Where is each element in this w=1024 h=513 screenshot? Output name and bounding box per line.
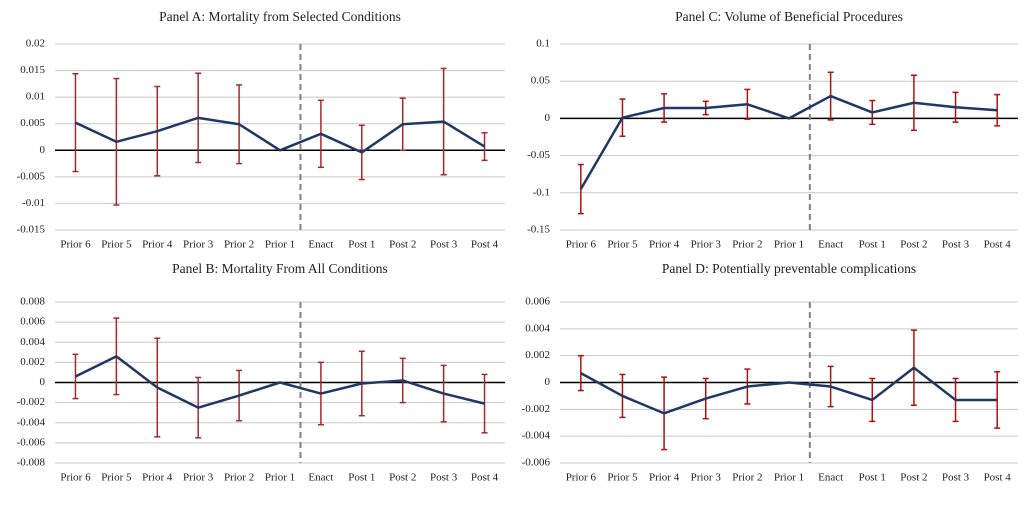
x-tick-label: Post 1	[859, 472, 886, 484]
x-tick-label: Prior 4	[142, 472, 173, 484]
x-tick-label: Prior 1	[774, 239, 804, 251]
error-bar	[72, 353, 79, 400]
y-tick-label: 0.02	[26, 38, 45, 50]
x-tick-label: Prior 5	[101, 239, 132, 251]
y-tick-label: -0.015	[17, 224, 46, 236]
chart-title: Panel A: Mortality from Selected Conditi…	[159, 9, 401, 24]
y-tick-label: 0.1	[536, 38, 550, 50]
y-tick-label: 0	[40, 144, 46, 156]
line	[74, 116, 486, 154]
y-tick-label: 0.002	[20, 356, 45, 368]
y-tick-label: -0.01	[22, 197, 45, 209]
x-tick-label: Prior 4	[142, 239, 173, 251]
x-tick-label: Post 2	[900, 239, 927, 251]
y-tick-label: 0.002	[525, 349, 550, 361]
x-tick-label: Prior 2	[224, 239, 254, 251]
x-tick-label: Post 3	[430, 472, 458, 484]
y-tick-label: 0.004	[525, 322, 550, 334]
x-tick-label: Post 1	[859, 239, 886, 251]
x-tick-label: Prior 4	[649, 472, 680, 484]
x-tick-label: Prior 3	[183, 472, 214, 484]
x-tick-label: Post 3	[942, 472, 970, 484]
x-tick-label: Enact	[818, 239, 843, 251]
y-tick-label: 0	[545, 376, 551, 388]
y-tick-label: -0.006	[522, 457, 551, 469]
y-tick-label: -0.15	[527, 224, 550, 236]
chart-title: Panel B: Mortality From All Conditions	[172, 261, 388, 276]
x-tick-label: Prior 3	[691, 472, 722, 484]
x-tick-label: Prior 4	[649, 239, 680, 251]
y-tick-label: 0.004	[20, 336, 45, 348]
chart-title: Panel D: Potentially preventable complic…	[662, 261, 916, 276]
y-tick-label: 0.05	[531, 75, 551, 87]
chart-title: Panel C: Volume of Beneficial Procedures	[675, 9, 903, 24]
x-tick-label: Post 4	[984, 472, 1012, 484]
x-tick-label: Prior 6	[60, 239, 91, 251]
x-tick-label: Post 2	[389, 472, 416, 484]
x-tick-label: Post 1	[348, 239, 375, 251]
x-tick-label: Post 2	[900, 472, 927, 484]
x-tick-label: Post 4	[984, 239, 1012, 251]
x-tick-label: Prior 2	[224, 472, 254, 484]
x-tick-label: Prior 2	[732, 472, 762, 484]
y-tick-label: -0.006	[17, 436, 46, 448]
x-tick-label: Prior 2	[732, 239, 762, 251]
y-tick-label: 0.006	[525, 296, 550, 308]
line	[579, 94, 998, 190]
x-tick-label: Prior 5	[607, 239, 638, 251]
line	[74, 355, 485, 409]
x-tick-label: Prior 3	[183, 239, 214, 251]
x-tick-label: Prior 1	[265, 239, 295, 251]
y-tick-label: -0.004	[522, 430, 551, 442]
y-tick-label: -0.05	[527, 149, 550, 161]
x-tick-label: Post 4	[471, 239, 499, 251]
x-tick-label: Post 3	[942, 239, 970, 251]
y-tick-label: -0.002	[522, 403, 550, 415]
y-tick-label: 0.015	[20, 64, 45, 76]
x-tick-label: Post 3	[430, 239, 458, 251]
x-tick-label: Prior 5	[607, 472, 638, 484]
x-tick-label: Post 2	[389, 239, 416, 251]
y-tick-label: 0	[40, 376, 46, 388]
x-tick-label: Prior 3	[691, 239, 722, 251]
y-tick-label: 0.005	[20, 117, 45, 129]
x-tick-label: Enact	[308, 239, 333, 251]
x-tick-label: Prior 5	[101, 472, 132, 484]
x-tick-label: Prior 6	[566, 472, 597, 484]
y-tick-label: -0.005	[17, 170, 46, 182]
x-tick-label: Prior 1	[774, 472, 804, 484]
line	[580, 366, 998, 415]
y-tick-label: 0.008	[20, 296, 45, 308]
x-tick-label: Prior 6	[60, 472, 91, 484]
x-tick-label: Enact	[818, 472, 843, 484]
x-tick-label: Prior 6	[566, 239, 597, 251]
y-tick-label: -0.008	[17, 457, 46, 469]
y-tick-label: 0	[545, 112, 551, 124]
y-tick-label: -0.1	[533, 186, 550, 198]
y-tick-label: 0.006	[20, 316, 45, 328]
y-tick-label: -0.002	[17, 396, 45, 408]
x-tick-label: Post 4	[471, 472, 499, 484]
x-tick-label: Post 1	[348, 472, 375, 484]
y-tick-label: 0.01	[26, 91, 45, 103]
x-tick-label: Prior 1	[265, 472, 295, 484]
x-tick-label: Enact	[308, 472, 333, 484]
y-tick-label: -0.004	[17, 416, 46, 428]
